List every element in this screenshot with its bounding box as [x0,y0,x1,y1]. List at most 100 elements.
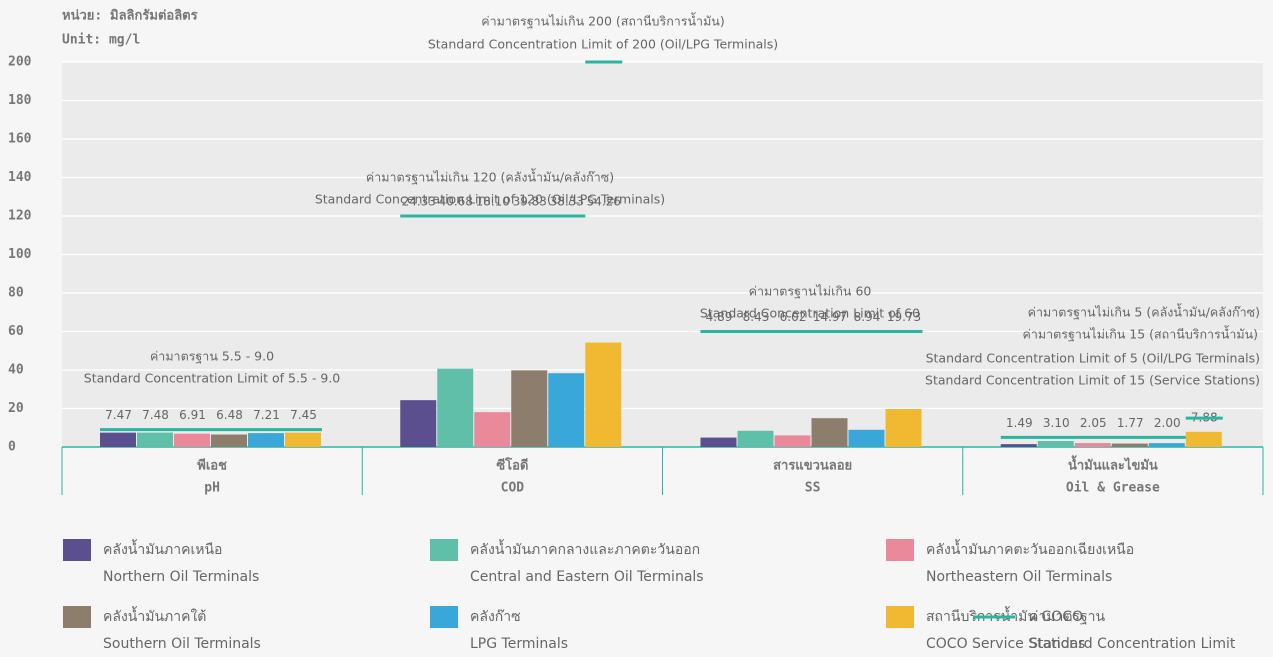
unit-label-en: Unit: mg/l [62,33,140,48]
legend-swatch [886,539,914,561]
value-label: 2.00 [1154,416,1181,430]
y-tick-label: 0 [8,440,16,455]
standard-label: ค่ามาตรฐานไม่เกิน 120 (คลังน้ำมัน/คลังก๊… [366,168,614,185]
legend-label: คลังน้ำมันภาคตะวันออกเฉียงเหนือ [926,539,1134,558]
standard-label: ค่ามาตรฐาน 5.5 - 9.0 [150,349,274,364]
x-tick-label: น้ำมันและไขมัน [1068,455,1158,474]
standard-label: Standard Concentration Limit of 5 (Oil/L… [926,351,1260,366]
value-label: 6.91 [179,408,206,422]
y-tick-label: 120 [8,209,32,224]
standard-label: Standard Concentration Limit of 120 (Oil… [315,192,665,207]
legend-label-en: Northern Oil Terminals [103,569,259,585]
value-label: 8.43 [743,310,770,324]
legend-swatch [430,606,458,628]
bar [400,400,437,447]
legend-swatch [63,539,91,561]
unit-label: หน่วย: มิลลิกรัมต่อลิตร [62,9,198,24]
bar [137,432,173,447]
y-tick-label: 20 [8,401,24,416]
value-label: 14.97 [813,310,847,324]
x-tick-label-en: COD [501,481,525,496]
standard-label: Standard Concentration Limit of 200 (Oil… [428,37,778,52]
x-tick-label-en: pH [204,481,220,496]
legend-label: คลังน้ำมันภาคกลางและภาคตะวันออก [470,539,700,558]
y-tick-label: 140 [8,170,32,185]
legend-label-en: Central and Eastern Oil Terminals [470,569,704,585]
value-label: 4.89 [706,310,733,324]
value-label: 39.83 [513,195,547,209]
bar [1074,443,1111,447]
y-tick-label: 80 [8,286,24,301]
bar [885,409,922,447]
legend-swatch [430,539,458,561]
value-label: 6.48 [216,408,243,422]
bar [548,373,585,447]
bar [285,432,321,447]
x-tick-label: ซีโอดี [496,457,528,474]
value-label: 1.77 [1117,416,1144,430]
value-label: 54.26 [587,195,621,209]
value-label: 18.10 [476,195,510,209]
bar [100,432,136,447]
bar [248,433,284,447]
standard-label: ค่ามาตรฐานไม่เกิน 60 [749,284,872,299]
standard-label: Standard Concentration Limit of 15 (Serv… [925,373,1260,388]
y-tick-label: 40 [8,363,24,378]
bar [1185,431,1222,447]
y-tick-label: 180 [8,93,32,108]
value-label: 7.48 [142,408,169,422]
bar [585,342,622,447]
bar [474,412,511,447]
legend-label-en: LPG Terminals [470,636,568,652]
value-label: 8.94 [854,310,881,324]
bar [174,433,210,447]
x-tick-label: สารแขวนลอย [773,459,852,474]
legend-label-en: Standard Concentration Limit [1029,636,1236,652]
bar [848,429,885,447]
legend-label-en: Southern Oil Terminals [103,636,261,652]
legend-label-en: Northeastern Oil Terminals [926,569,1112,585]
bar [737,430,774,447]
bar [1000,444,1037,447]
value-label: 19.73 [887,310,921,324]
x-tick-label-en: Oil & Grease [1066,481,1160,496]
y-tick-label: 100 [8,247,32,262]
x-tick-label-en: SS [805,481,821,496]
legend-label: คลังก๊าซ [470,609,521,625]
value-label: 6.02 [780,310,807,324]
bar [1111,443,1148,447]
bar [511,370,548,447]
bar [811,418,848,447]
bar [700,437,737,447]
bar [774,435,811,447]
value-label: 24.33 [402,195,436,209]
legend-label: คลังน้ำมันภาคเหนือ [103,539,222,558]
y-tick-label: 160 [8,132,32,147]
standard-label: Standard Concentration Limit of 5.5 - 9.… [84,371,340,386]
standard-label: ค่ามาตรฐานไม่เกิน 5 (คลังน้ำมัน/คลังก๊าซ… [1028,303,1260,320]
legend-label: ค่ามาตรฐาน [1029,609,1106,625]
standard-label: ค่ามาตรฐานไม่เกิน 15 (สถานีบริการน้ำมัน) [1022,325,1258,342]
bar [1037,441,1074,447]
bar [211,434,247,447]
legend-label-en: COCO Service Stations [926,636,1085,652]
standard-label: Standard Concentration Limit of 60 [700,306,920,321]
x-tick-label: พีเอช [197,458,227,474]
legend-swatch [886,606,914,628]
legend-label: คลังน้ำมันภาคใต้ [103,606,206,625]
value-label: 7.45 [290,408,317,422]
legend-swatch [63,606,91,628]
value-label: 7.21 [253,408,280,422]
value-label: 38.33 [550,195,584,209]
bar [437,368,474,447]
y-tick-label: 60 [8,324,24,339]
value-label: 3.10 [1043,416,1070,430]
value-label: 40.68 [439,195,473,209]
y-tick-label: 200 [8,55,32,70]
bar [1148,443,1185,447]
standard-label: ค่ามาตรฐานไม่เกิน 200 (สถานีบริการน้ำมัน… [481,12,724,29]
value-label: 1.49 [1006,416,1033,430]
value-label: 7.47 [105,408,132,422]
value-label: 2.05 [1080,416,1107,430]
